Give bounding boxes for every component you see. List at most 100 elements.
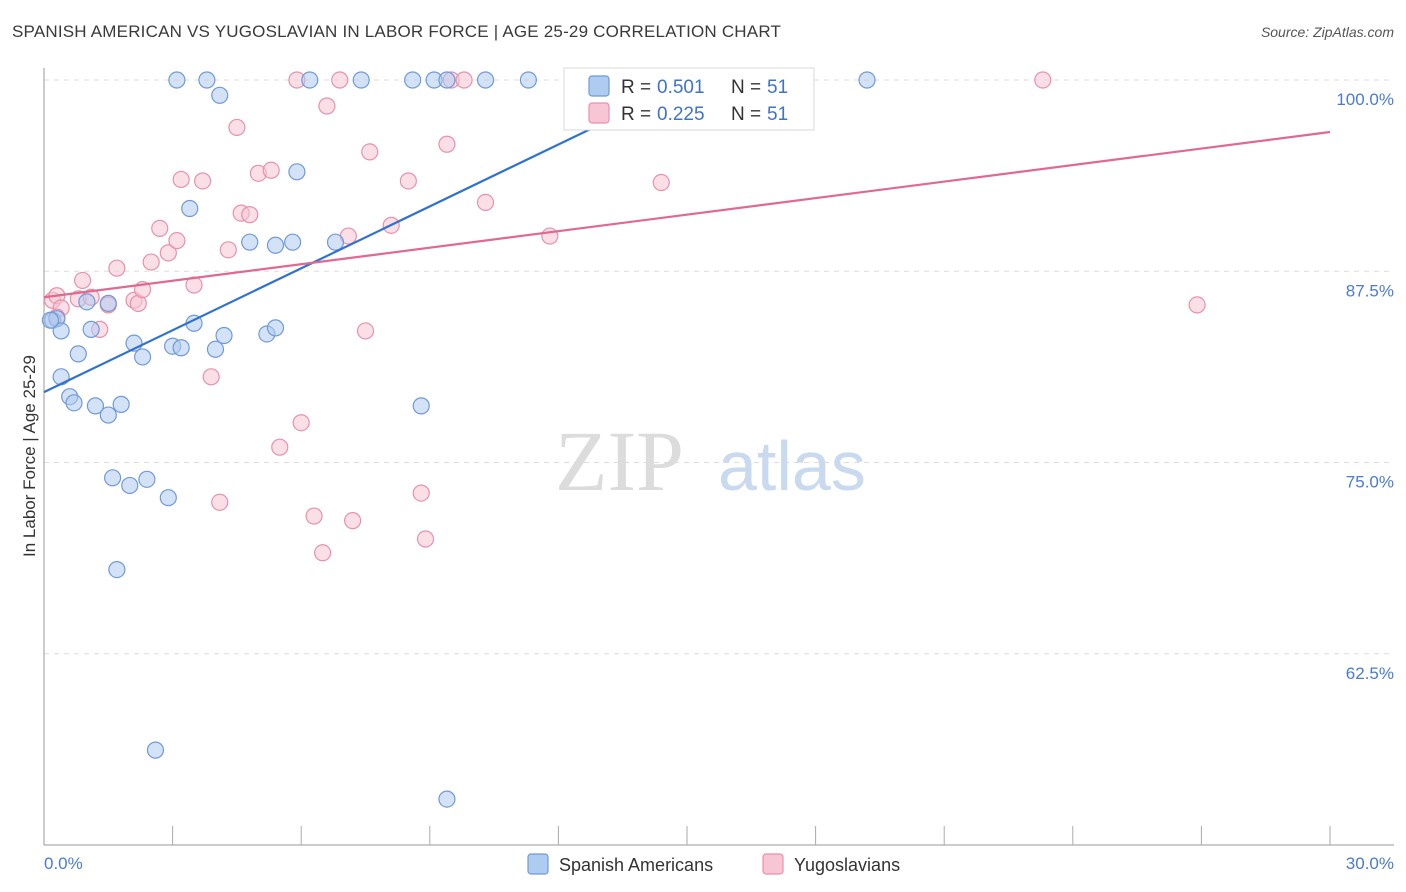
legend-box: R = 0.501 N = 51 R = 0.225 N = 51	[563, 67, 815, 131]
spanish-american-point	[206, 340, 225, 358]
yugoslavian-point	[331, 71, 349, 89]
spanish-american-point	[103, 469, 122, 487]
spanish-american-point	[99, 406, 117, 424]
bottom-legend-swatch-spanish	[527, 853, 549, 875]
spanish-american-point	[99, 294, 117, 312]
yugoslavian-point	[159, 244, 177, 262]
legend-r-label-yugoslavians: R =	[621, 104, 651, 125]
legend-swatch-yugoslavians	[588, 102, 610, 124]
yugoslavian-point	[318, 97, 336, 115]
spanish-american-point	[121, 476, 139, 495]
yugoslavian-point	[455, 71, 473, 89]
yugoslavian-point	[314, 544, 332, 562]
yugoslavian-point	[412, 484, 430, 502]
spanish-american-point	[404, 71, 422, 89]
legend-n-value-spanish: 51	[767, 77, 788, 98]
spanish-american-point	[412, 397, 430, 415]
y-tick-label: 75.0%	[1346, 473, 1394, 492]
x-tick-label-max: 30.0%	[1346, 854, 1394, 873]
yugoslavian-point	[194, 172, 212, 190]
spanish-american-point	[168, 71, 186, 89]
spanish-american-point	[284, 233, 302, 251]
legend-r-label-spanish: R =	[621, 77, 651, 98]
yugoslavian-point	[73, 271, 92, 290]
spanish-american-point	[138, 470, 156, 488]
legend-swatch-spanish	[588, 75, 610, 97]
yugoslavian-point	[476, 193, 495, 211]
spanish-american-point	[52, 322, 70, 340]
bottom-legend-swatch-yugoslavians	[762, 853, 784, 875]
spanish-american-point	[69, 345, 87, 363]
yugoslavian-point	[142, 253, 160, 271]
yugoslavian-point	[399, 172, 417, 190]
yugoslavian-point	[438, 135, 456, 153]
spanish-american-point	[301, 71, 319, 89]
watermark-atlas: atlas	[718, 427, 866, 505]
yugoslavian-point	[172, 170, 190, 189]
bottom-legend: Spanish Americans Yugoslavians	[527, 853, 900, 875]
spanish-american-point	[352, 71, 370, 89]
spanish-american-point	[519, 71, 537, 89]
spanish-american-point	[172, 339, 190, 357]
spanish-american-point	[52, 368, 70, 386]
yugoslavian-point	[652, 173, 670, 192]
yugoslavian-point	[168, 232, 186, 250]
source-label: Source: ZipAtlas.com	[1260, 24, 1394, 40]
bottom-legend-label-yugoslavians: Yugoslavians	[794, 855, 900, 875]
y-tick-label: 87.5%	[1346, 281, 1394, 300]
legend-r-value-yugoslavians: 0.225	[657, 104, 705, 125]
watermark: ZIP atlas	[555, 413, 866, 509]
yugoslavians-trendline	[43, 130, 1331, 299]
spanish-american-point	[146, 741, 165, 759]
spanish-american-point	[266, 319, 285, 337]
yugoslavian-point	[1188, 296, 1206, 314]
spanish-american-point	[78, 293, 96, 311]
yugoslavian-point	[219, 241, 237, 259]
spanish-american-point	[82, 320, 100, 338]
x-axis-ticks	[172, 826, 1331, 845]
yugoslavian-point	[151, 219, 169, 238]
spanish-american-point	[288, 163, 306, 181]
yugoslavian-point	[305, 507, 323, 525]
yugoslavian-point	[228, 118, 246, 137]
spanish-american-point	[65, 394, 83, 412]
spanish-american-point	[241, 233, 259, 251]
spanish-american-point	[211, 86, 229, 104]
watermark-zip: ZIP	[555, 413, 684, 509]
yugoslavian-point	[202, 368, 220, 386]
legend-n-label-spanish: N =	[731, 77, 761, 98]
yugoslavian-point	[108, 259, 126, 277]
spanish-americans-trendline	[43, 77, 697, 394]
legend-n-label-yugoslavians: N =	[731, 104, 761, 125]
spanish-american-point	[159, 489, 177, 507]
spanish-american-point	[438, 71, 456, 89]
y-axis-label: In Labor Force | Age 25-29	[20, 355, 39, 557]
spanish-american-point	[198, 71, 216, 89]
yugoslavian-point	[344, 512, 362, 530]
spanish-american-point	[326, 233, 345, 251]
spanish-american-point	[112, 395, 130, 413]
yugoslavian-point	[361, 143, 379, 161]
legend-r-value-spanish: 0.501	[657, 77, 705, 98]
yugoslavian-point	[271, 438, 289, 456]
spanish-american-point	[108, 560, 126, 579]
yugoslavian-point	[292, 414, 310, 432]
spanish-american-point	[266, 236, 285, 254]
y-tick-label: 62.5%	[1346, 664, 1394, 683]
chart-title: SPANISH AMERICAN VS YUGOSLAVIAN IN LABOR…	[12, 22, 782, 41]
yugoslavian-point	[416, 530, 435, 548]
legend-n-value-yugoslavians: 51	[767, 104, 788, 125]
yugoslavian-point	[356, 322, 375, 340]
yugoslavian-point	[262, 161, 280, 179]
spanish-american-point	[215, 326, 233, 345]
spanish-american-point	[181, 199, 199, 218]
spanish-american-point	[86, 397, 105, 415]
yugoslavian-point	[241, 206, 259, 224]
y-tick-labels: 100.0% 87.5% 75.0% 62.5%	[1336, 90, 1394, 683]
yugoslavian-point	[211, 493, 229, 511]
x-tick-label-min: 0.0%	[44, 854, 83, 873]
spanish-american-point	[476, 71, 495, 89]
bottom-legend-label-spanish: Spanish Americans	[559, 855, 713, 875]
spanish-american-point	[41, 311, 60, 329]
